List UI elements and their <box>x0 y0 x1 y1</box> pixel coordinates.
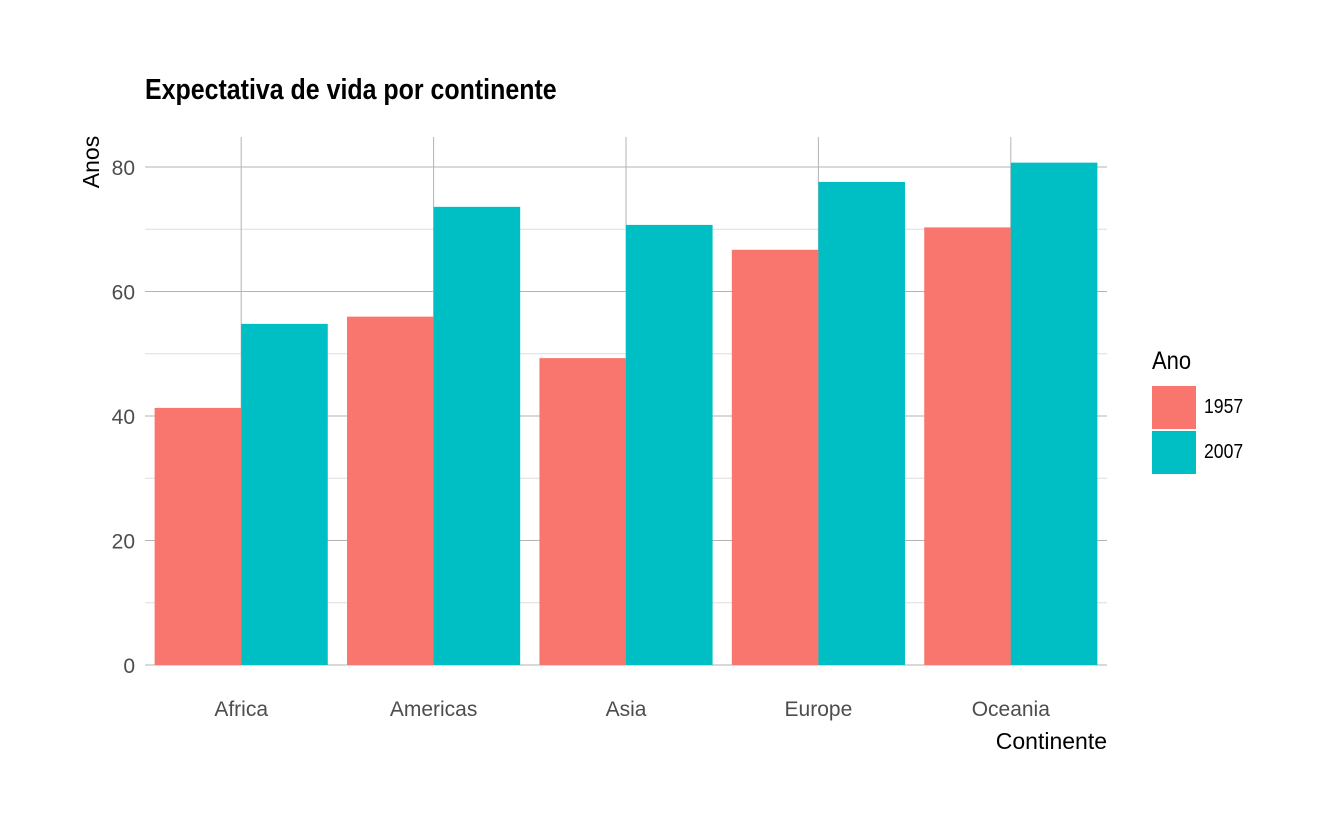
legend-label-1957: 1957 <box>1204 396 1244 418</box>
bar-africa-2007 <box>241 323 328 665</box>
bar-europe-1957 <box>731 249 819 666</box>
bar-europe-2007 <box>818 181 905 665</box>
x-tick-label: Asia <box>606 698 647 721</box>
legend-title: Ano <box>1152 347 1192 375</box>
legend-item-2007: 2007 <box>1152 430 1272 475</box>
legend-swatch-1957 <box>1152 386 1196 429</box>
legend-item-1957: 1957 <box>1152 385 1272 430</box>
x-tick-label: Europe <box>785 698 853 721</box>
bars <box>154 162 1098 666</box>
bar-oceania-1957 <box>924 227 1011 665</box>
axis-ticks: 0 20 40 60 80 Africa Americas Asia Europe Oceania <box>112 157 1051 721</box>
y-tick-label: 0 <box>123 655 135 678</box>
x-axis-label: Continente <box>996 728 1107 754</box>
bar-asia-2007 <box>626 224 713 665</box>
bar-africa-1957 <box>154 407 242 665</box>
y-tick-label: 40 <box>112 406 135 429</box>
legend: Ano 1957 2007 <box>1152 345 1272 475</box>
y-tick-label: 80 <box>112 157 135 180</box>
bar-oceania-2007 <box>1010 162 1098 665</box>
y-tick-label: 60 <box>112 282 135 305</box>
x-tick-label: Oceania <box>972 698 1051 721</box>
legend-label-2007: 2007 <box>1204 441 1244 463</box>
y-tick-label: 20 <box>112 531 135 554</box>
x-tick-label: Africa <box>214 698 268 721</box>
bar-americas-1957 <box>347 316 434 665</box>
legend-swatch-2007 <box>1152 431 1196 474</box>
bar-asia-1957 <box>539 358 626 665</box>
bar-americas-2007 <box>433 206 521 665</box>
y-axis-label: Anos <box>78 136 104 188</box>
chart-title: Expectativa de vida por continente <box>145 74 557 106</box>
x-tick-label: Americas <box>390 698 478 721</box>
